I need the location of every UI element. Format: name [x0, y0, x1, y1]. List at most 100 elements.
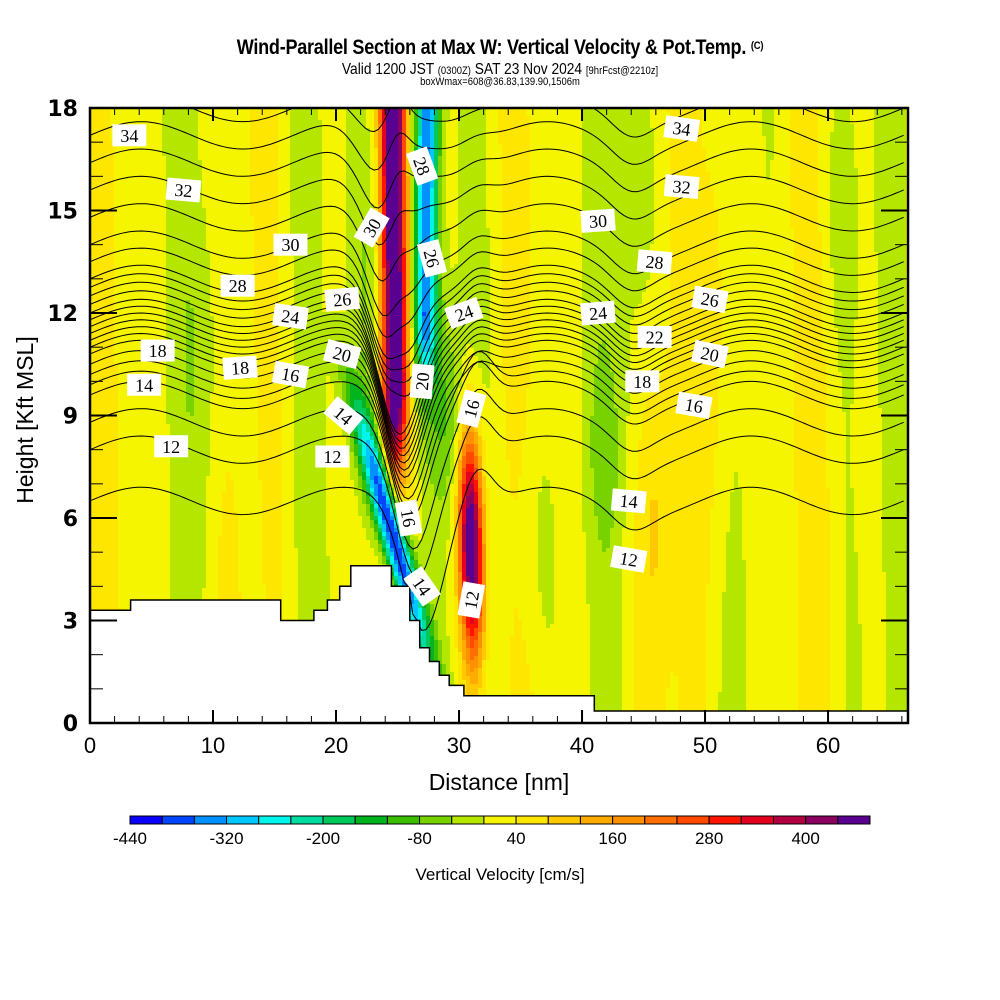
field-cell	[750, 108, 755, 113]
field-cell	[542, 184, 547, 189]
field-cell	[798, 108, 803, 113]
field-cell	[106, 176, 111, 181]
field-cell	[590, 124, 595, 129]
field-cell	[662, 120, 667, 125]
field-cell	[182, 156, 187, 161]
field-cell	[514, 176, 519, 181]
field-cell	[94, 132, 99, 137]
field-cell	[394, 196, 399, 201]
field-cell	[526, 140, 531, 145]
field-cell	[334, 192, 339, 197]
field-cell	[542, 140, 547, 145]
field-cell	[434, 184, 439, 189]
field-cell	[230, 204, 235, 209]
field-cell	[250, 144, 255, 149]
field-cell	[498, 164, 503, 169]
field-cell	[290, 132, 295, 137]
field-cell	[154, 200, 159, 205]
field-cell	[394, 176, 399, 181]
field-cell	[550, 184, 555, 189]
field-cell	[198, 192, 203, 197]
field-cell	[486, 132, 491, 137]
field-cell	[478, 168, 483, 173]
field-cell	[542, 156, 547, 161]
field-cell	[494, 148, 499, 153]
field-cell	[510, 128, 515, 133]
field-cell	[182, 120, 187, 125]
field-cell	[582, 172, 587, 177]
field-cell	[322, 128, 327, 133]
field-cell	[350, 184, 355, 189]
field-cell	[742, 200, 747, 205]
field-cell	[734, 188, 739, 193]
field-cell	[794, 120, 799, 125]
field-cell	[394, 108, 399, 113]
field-cell	[146, 112, 151, 117]
field-cell	[830, 172, 835, 177]
field-cell	[354, 164, 359, 169]
field-cell	[462, 136, 467, 141]
field-cell	[310, 136, 315, 141]
field-cell	[222, 180, 227, 185]
field-cell	[842, 176, 847, 181]
field-cell	[566, 192, 571, 197]
field-cell	[742, 152, 747, 157]
field-cell	[302, 132, 307, 137]
field-cell	[874, 136, 879, 141]
field-cell	[94, 172, 99, 177]
field-cell	[426, 144, 431, 149]
field-cell	[274, 132, 279, 137]
field-cell	[826, 172, 831, 177]
field-cell	[666, 200, 671, 205]
field-cell	[102, 156, 107, 161]
field-cell	[506, 196, 511, 201]
field-cell	[514, 192, 519, 197]
field-cell	[738, 112, 743, 117]
field-cell	[326, 196, 331, 201]
field-cell	[474, 160, 479, 165]
field-cell	[502, 176, 507, 181]
field-cell	[318, 168, 323, 173]
field-cell	[522, 172, 527, 177]
field-cell	[794, 116, 799, 121]
field-cell	[726, 176, 731, 181]
field-cell	[98, 168, 103, 173]
field-cell	[138, 188, 143, 193]
field-cell	[114, 200, 119, 205]
field-cell	[410, 148, 415, 153]
field-cell	[174, 156, 179, 161]
field-cell	[722, 156, 727, 161]
field-cell	[170, 160, 175, 165]
field-cell	[586, 112, 591, 117]
field-cell	[418, 136, 423, 141]
field-cell	[606, 192, 611, 197]
field-cell	[730, 112, 735, 117]
field-cell	[154, 140, 159, 145]
field-cell	[754, 128, 759, 133]
field-cell	[98, 152, 103, 157]
field-cell	[282, 156, 287, 161]
field-cell	[98, 172, 103, 177]
field-cell	[894, 124, 899, 129]
field-cell	[250, 116, 255, 121]
field-cell	[666, 140, 671, 145]
field-cell	[322, 108, 327, 113]
field-cell	[218, 184, 223, 189]
field-cell	[742, 124, 747, 129]
field-cell	[158, 148, 163, 153]
field-cell	[478, 196, 483, 201]
field-cell	[894, 144, 899, 149]
field-cell	[422, 188, 427, 193]
field-cell	[794, 152, 799, 157]
field-cell	[806, 180, 811, 185]
field-cell	[850, 160, 855, 165]
field-cell	[154, 184, 159, 189]
field-cell	[230, 120, 235, 125]
field-cell	[886, 116, 891, 121]
field-cell	[558, 196, 563, 201]
field-cell	[874, 200, 879, 205]
field-cell	[286, 172, 291, 177]
field-cell	[270, 108, 275, 113]
field-cell	[882, 140, 887, 145]
field-cell	[326, 140, 331, 145]
